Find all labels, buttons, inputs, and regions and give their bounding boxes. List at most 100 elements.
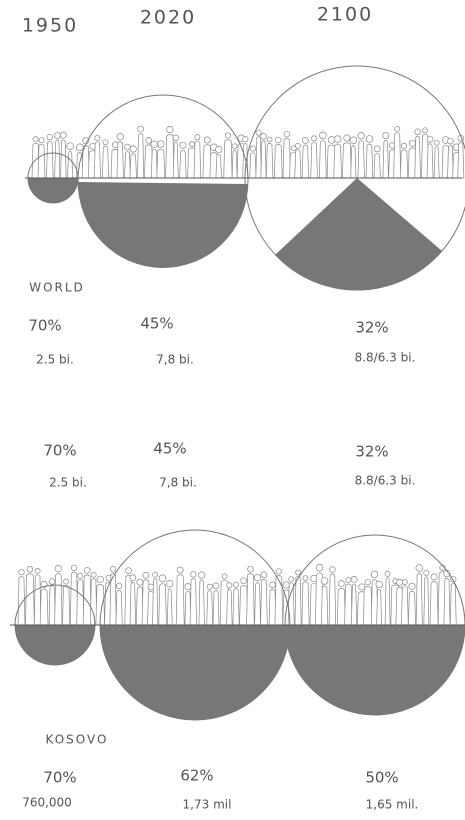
fill-1950 — [28, 178, 78, 203]
figure — [443, 578, 451, 626]
figure — [294, 575, 302, 626]
population: 1,73 mil — [183, 798, 232, 812]
share: 45% — [140, 315, 173, 333]
figure — [350, 145, 357, 179]
figure — [175, 574, 185, 626]
figure-head — [423, 569, 430, 576]
figure-head — [198, 571, 206, 579]
figure — [54, 139, 61, 179]
figure-head — [426, 136, 434, 143]
figure-head — [384, 571, 391, 577]
figure — [287, 582, 295, 626]
figure — [268, 588, 277, 626]
figure — [365, 143, 374, 179]
figure-head — [226, 582, 233, 589]
figure-head — [75, 143, 84, 152]
figure — [401, 585, 409, 626]
figure — [274, 575, 284, 626]
figure-head — [327, 136, 336, 144]
figure-head — [231, 143, 238, 150]
figure-head — [129, 574, 137, 582]
figure-head — [110, 566, 117, 573]
figure-head — [375, 580, 383, 588]
figure — [421, 133, 430, 179]
figure — [206, 590, 214, 626]
figure-head — [329, 566, 336, 573]
figure-head — [116, 133, 124, 141]
figure — [399, 149, 409, 179]
figure-head — [179, 141, 187, 149]
figure-head — [364, 579, 371, 586]
figure — [310, 141, 318, 179]
figure — [189, 578, 197, 626]
population: 1,65 mil. — [366, 798, 419, 812]
figure-head — [401, 578, 408, 585]
figure-head — [349, 136, 358, 145]
figure-head — [350, 576, 358, 583]
figure-head — [145, 137, 152, 144]
figure — [382, 139, 389, 179]
figure-head — [422, 127, 428, 134]
population: 760,000 — [22, 796, 72, 810]
figure-head — [49, 578, 56, 585]
figure — [415, 572, 423, 626]
figure-head — [260, 571, 268, 579]
figure-head — [249, 145, 256, 152]
figure — [357, 140, 365, 179]
figure — [320, 585, 329, 626]
figure-head — [302, 575, 309, 582]
fill-2020 — [100, 625, 290, 720]
figure-head — [282, 581, 290, 589]
figure-head — [408, 582, 416, 590]
figure — [407, 590, 416, 626]
figure-head — [319, 131, 327, 140]
figure — [89, 578, 98, 626]
figure — [135, 586, 144, 626]
figure — [457, 142, 465, 179]
figure — [116, 141, 124, 179]
figure — [384, 577, 391, 626]
year: 2100 — [317, 4, 373, 26]
figure — [193, 140, 202, 179]
population: 7,8 bi. — [159, 476, 197, 490]
figure-head — [53, 132, 61, 139]
figure — [198, 579, 205, 626]
figure — [166, 588, 173, 626]
figure-head — [301, 136, 309, 144]
figure — [39, 588, 49, 626]
figure-head — [433, 139, 440, 146]
figure-head — [343, 134, 351, 142]
figure — [232, 588, 240, 626]
figure — [393, 132, 402, 179]
figure — [109, 573, 117, 626]
figure — [273, 143, 283, 179]
figure-head — [253, 574, 262, 582]
figure-head — [415, 564, 423, 572]
figure-head — [136, 578, 144, 586]
figure-head — [189, 141, 195, 147]
fill-2020 — [77, 182, 249, 269]
figure-head — [288, 576, 295, 582]
figure-head — [115, 582, 123, 590]
figure-head — [96, 575, 104, 584]
figure-head — [333, 135, 342, 143]
figure-head — [166, 126, 174, 134]
figure-head — [190, 571, 197, 578]
figure-head — [320, 577, 329, 585]
figure — [115, 589, 123, 626]
share: 62% — [180, 767, 213, 785]
figure — [82, 574, 92, 626]
figure — [282, 138, 291, 179]
figure — [93, 141, 101, 179]
figure — [67, 150, 74, 179]
figure — [433, 146, 440, 179]
figure — [239, 584, 249, 626]
figure-head — [233, 581, 239, 588]
figure-head — [212, 582, 220, 590]
figure-head — [46, 133, 53, 141]
figure — [249, 152, 257, 179]
figure-head — [203, 136, 211, 144]
figure-head — [32, 136, 39, 143]
figure — [294, 149, 302, 179]
figure — [370, 578, 379, 626]
